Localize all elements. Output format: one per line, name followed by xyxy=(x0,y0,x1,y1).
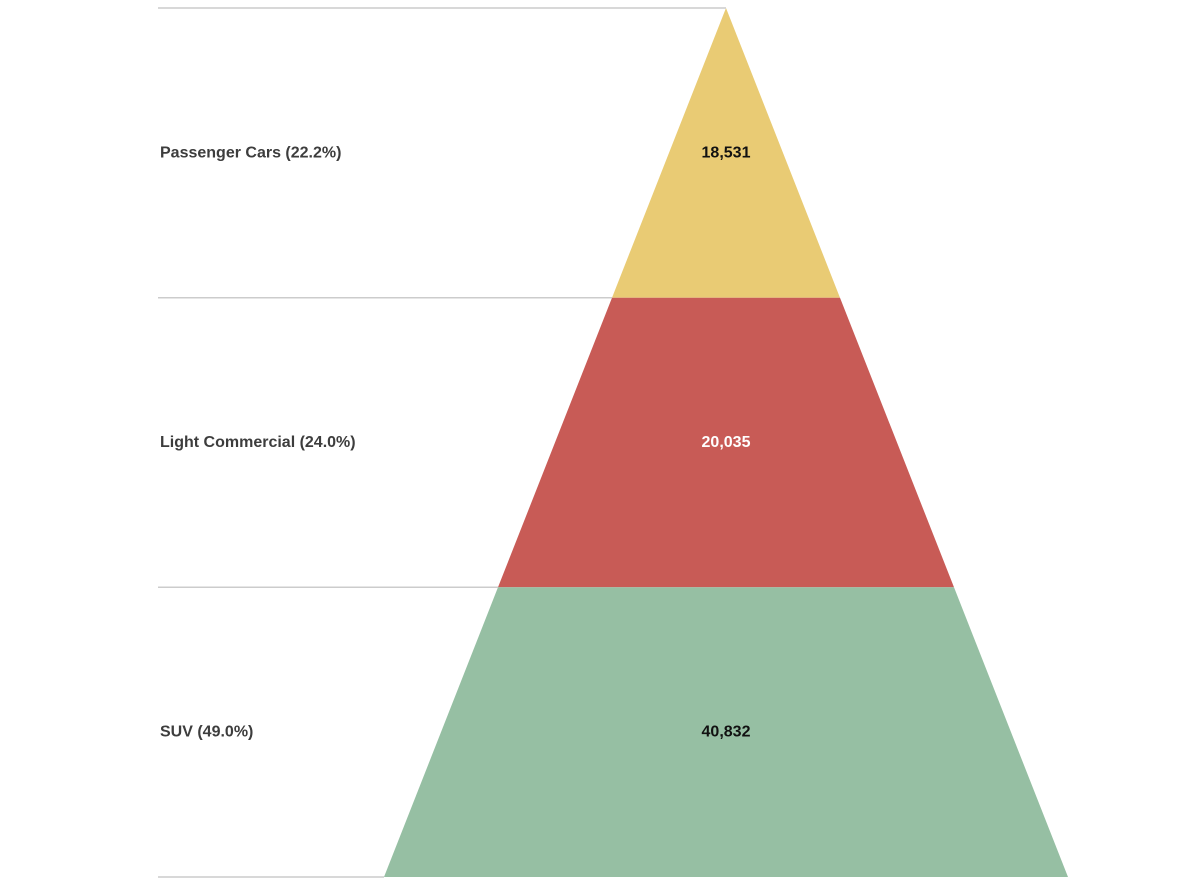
segment-value: 18,531 xyxy=(702,144,751,161)
pyramid-segment-suv[interactable] xyxy=(384,587,1068,877)
pyramid-segment-passenger-cars[interactable] xyxy=(612,8,840,298)
segment-label: Light Commercial (24.0%) xyxy=(160,434,356,451)
pyramid-segment-light-commercial[interactable] xyxy=(498,297,954,588)
segment-label: SUV (49.0%) xyxy=(160,724,253,741)
segment-value: 20,035 xyxy=(702,434,751,451)
segment-label: Passenger Cars (22.2%) xyxy=(160,144,341,161)
segment-value: 40,832 xyxy=(702,724,751,741)
